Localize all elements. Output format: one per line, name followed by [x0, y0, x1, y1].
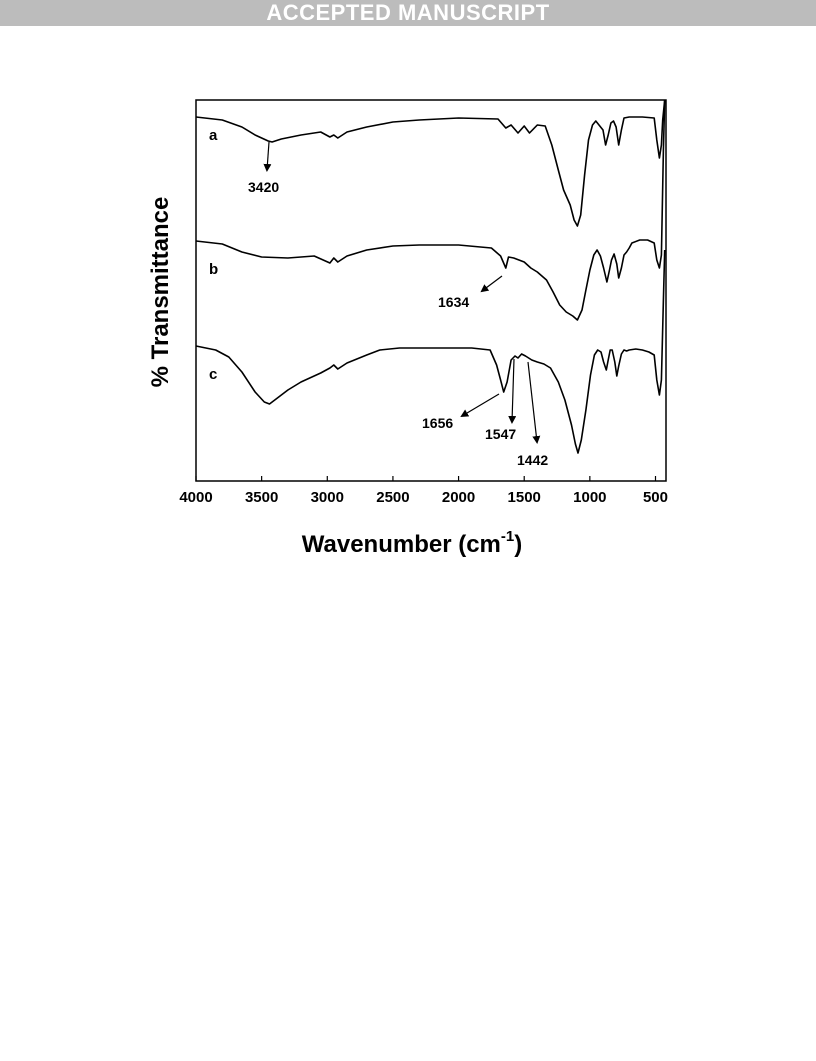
- arrow-1656: [460, 393, 500, 418]
- annotation-1656: 1656: [422, 415, 453, 431]
- curve-label-c: c: [209, 366, 217, 383]
- plot-frame: [195, 99, 667, 482]
- spectrum-curve-c: [195, 249, 666, 454]
- x-ticks: 4000 3500 3000 2500 2000 1500 1000 500: [179, 476, 668, 506]
- x-axis-title-main: Wavenumber (cm: [302, 531, 501, 558]
- annotation-3420: 3420: [248, 179, 279, 195]
- arrow-1634: [480, 275, 503, 293]
- accepted-manuscript-banner: ACCEPTED MANUSCRIPT: [0, 0, 816, 26]
- arrow-3420: [263, 141, 272, 172]
- x-tick-label-500: 500: [643, 489, 668, 506]
- x-axis-title: Wavenumber (cm-1): [302, 528, 523, 558]
- annotation-1634: 1634: [438, 294, 469, 310]
- y-axis-title: % Transmittance: [147, 197, 174, 388]
- spectra-curves: [195, 99, 666, 454]
- x-axis-title-end: ): [514, 531, 522, 558]
- arrow-1442: [527, 361, 541, 444]
- x-tick-label-1000: 1000: [573, 489, 606, 506]
- x-axis-title-sup: -1: [501, 528, 514, 545]
- x-tick-label-2000: 2000: [442, 489, 475, 506]
- peak-annotations: 3420 1634 1656 1547 1442: [248, 141, 548, 468]
- annotation-1442: 1442: [517, 452, 548, 468]
- x-tick-label-3500: 3500: [245, 489, 278, 506]
- arrow-1547: [508, 358, 517, 424]
- curve-label-a: a: [209, 127, 218, 144]
- curve-label-b: b: [209, 261, 218, 278]
- x-tick-label-2500: 2500: [376, 489, 409, 506]
- annotation-1547: 1547: [485, 426, 516, 442]
- x-tick-label-4000: 4000: [179, 489, 212, 506]
- spectrum-curve-b: [195, 99, 666, 321]
- x-tick-label-1500: 1500: [508, 489, 541, 506]
- spectrum-curve-a: [195, 99, 666, 227]
- x-tick-label-3000: 3000: [311, 489, 344, 506]
- curve-labels: a b c: [209, 127, 218, 383]
